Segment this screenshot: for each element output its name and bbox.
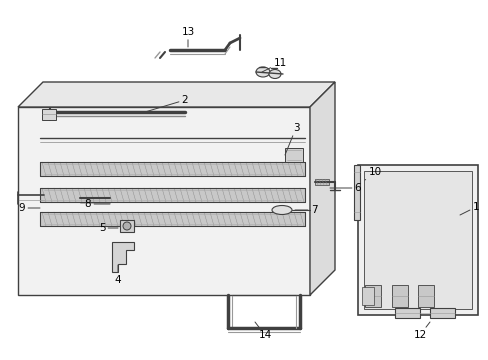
Polygon shape <box>40 212 305 226</box>
Polygon shape <box>391 285 407 307</box>
Polygon shape <box>353 165 359 220</box>
Text: 9: 9 <box>19 203 40 213</box>
Text: 14: 14 <box>254 322 271 340</box>
Polygon shape <box>42 109 56 120</box>
Text: 10: 10 <box>364 167 381 180</box>
Text: 11: 11 <box>262 58 286 72</box>
Polygon shape <box>112 242 134 272</box>
Polygon shape <box>40 162 305 176</box>
Text: 3: 3 <box>285 123 299 155</box>
Text: 12: 12 <box>412 322 429 340</box>
Polygon shape <box>361 287 373 305</box>
Polygon shape <box>394 308 419 318</box>
Polygon shape <box>364 285 380 307</box>
Ellipse shape <box>268 69 281 78</box>
Ellipse shape <box>256 67 269 77</box>
Polygon shape <box>18 107 309 295</box>
Polygon shape <box>120 220 134 232</box>
Text: 6: 6 <box>329 183 361 193</box>
Text: 7: 7 <box>294 205 317 215</box>
Text: 8: 8 <box>84 199 110 209</box>
Polygon shape <box>309 82 334 295</box>
Text: 13: 13 <box>181 27 194 47</box>
Polygon shape <box>40 188 305 202</box>
Text: 2: 2 <box>145 95 188 112</box>
Circle shape <box>123 222 131 230</box>
Polygon shape <box>18 82 334 107</box>
Polygon shape <box>357 165 477 315</box>
Text: 1: 1 <box>459 202 478 215</box>
Polygon shape <box>417 285 433 307</box>
Polygon shape <box>429 308 454 318</box>
Polygon shape <box>314 179 328 185</box>
Ellipse shape <box>271 206 291 215</box>
Text: 4: 4 <box>115 265 121 285</box>
Polygon shape <box>363 171 471 309</box>
Text: 5: 5 <box>99 223 118 233</box>
Polygon shape <box>285 148 303 162</box>
